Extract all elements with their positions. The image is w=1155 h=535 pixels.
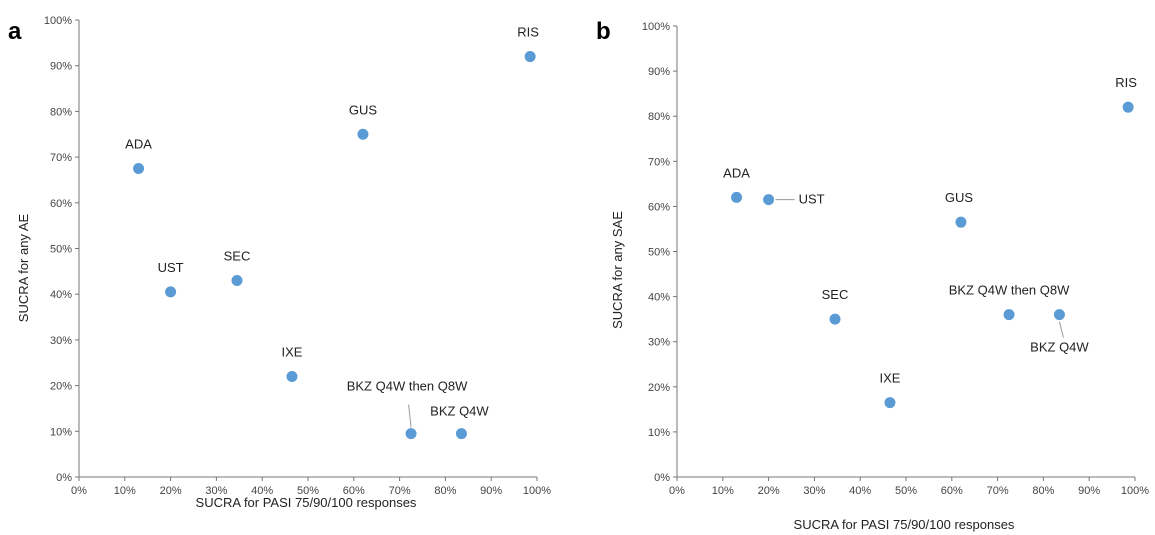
panel-a-point-ris <box>524 51 536 63</box>
panel-b-point-bkz-q4w <box>1053 309 1065 321</box>
panel-a-point-bkz-q4w-then-q8w <box>405 428 417 440</box>
panel-b-point-label: IXE <box>879 371 900 386</box>
panel-a-point-bkz-q4w <box>455 428 467 440</box>
panel-a-point-label: ADA <box>125 137 152 152</box>
panel-a-x-tick-label: 60% <box>343 485 365 497</box>
panel-b-x-tick-label: 40% <box>849 485 871 497</box>
panel-a-y-tick-label: 20% <box>50 381 72 393</box>
panel-b-y-tick-label: 60% <box>648 201 670 213</box>
panel-a-y-tick-label: 70% <box>50 152 72 164</box>
panel-a-point-ixe <box>286 370 298 382</box>
panel-b-point-label: GUS <box>945 190 974 205</box>
panel-a-x-tick-label: 100% <box>523 485 551 497</box>
panel-b-x-tick-label: 100% <box>1121 485 1149 497</box>
panel-b-point-ada <box>731 191 743 203</box>
panel-b-x-tick-label: 0% <box>669 485 685 497</box>
panel-a-x-tick-label: 80% <box>434 485 456 497</box>
panel-a-ylabel: SUCRA for any AE <box>16 213 31 322</box>
panel-b-xlabel: SUCRA for PASI 75/90/100 responses <box>794 517 1015 532</box>
panel-a-x-tick-label: 70% <box>389 485 411 497</box>
panel-b-y-tick-label: 80% <box>648 111 670 123</box>
panel-a-y-tick-label: 30% <box>50 335 72 347</box>
panel-b-plot: 0% 10% 20% 30% 40% 50% 60% 70% 80% 90% 100% 0% 10% 20… <box>642 21 1149 497</box>
panel-b-point-bkz-q4w-then-q8w <box>1003 309 1015 321</box>
panel-b-x-tick-label: 30% <box>803 485 825 497</box>
panel-a-y-tick-label: 10% <box>50 426 72 438</box>
panel-b-leader-line <box>1058 321 1064 338</box>
panel-b-point-sec <box>829 313 841 325</box>
panel-b-x-tick-label: 60% <box>941 485 963 497</box>
panel-b-x-tick-label: 20% <box>758 485 780 497</box>
panel-a-x-tick-label: 20% <box>160 485 182 497</box>
panel-a-x-tick-label: 10% <box>114 485 136 497</box>
panel-b-y-tick-label: 50% <box>648 247 670 259</box>
panel-a-point-gus <box>357 128 369 140</box>
panel-b-y-tick-label: 70% <box>648 156 670 168</box>
panel-a: a SUCRA for any AE SUCRA for PASI 75/90/… <box>8 15 551 510</box>
panel-a-y-tick-label: 80% <box>50 106 72 118</box>
panel-b-x-tick-label: 70% <box>987 485 1009 497</box>
panel-b-x-tick-label: 50% <box>895 485 917 497</box>
panel-b-point-ust <box>763 194 775 206</box>
panel-b-x-tick-label: 10% <box>712 485 734 497</box>
panel-b-y-tick-label: 10% <box>648 427 670 439</box>
panel-a-y-tick-label: 100% <box>44 15 72 27</box>
panel-b-x-tick-label: 80% <box>1032 485 1054 497</box>
panel-b-point-label: UST <box>799 192 825 207</box>
panel-b-point-label: RIS <box>1115 75 1137 90</box>
panel-b-point-label: SEC <box>822 287 849 302</box>
panel-a-point-label: IXE <box>281 344 302 359</box>
panel-a-point-ust <box>165 286 177 298</box>
panel-a-point-label: BKZ Q4W then Q8W <box>347 379 468 394</box>
panel-b-y-tick-label: 0% <box>654 472 670 484</box>
panel-b-y-tick-label: 30% <box>648 337 670 349</box>
panel-b-ylabel: SUCRA for any SAE <box>610 211 625 329</box>
panel-a-label: a <box>8 18 22 45</box>
panel-a-point-label: SEC <box>224 248 251 263</box>
panel-a-y-tick-label: 40% <box>50 289 72 301</box>
panel-a-point-label: GUS <box>349 102 378 117</box>
panel-a-y-tick-label: 60% <box>50 198 72 210</box>
panel-a-leader-line <box>408 404 412 428</box>
panel-b-x-tick-label: 90% <box>1078 485 1100 497</box>
panel-b-y-tick-label: 40% <box>648 292 670 304</box>
panel-a-x-tick-label: 40% <box>251 485 273 497</box>
panel-a-point-label: RIS <box>517 25 539 40</box>
panel-a-y-tick-label: 0% <box>56 472 72 484</box>
panel-b-point-label: BKZ Q4W <box>1030 340 1089 355</box>
panel-b-point-gus <box>955 216 967 228</box>
panel-b-point-ixe <box>884 397 896 409</box>
panel-a-point-label: BKZ Q4W <box>430 404 489 419</box>
panel-b-point-ris <box>1122 101 1134 113</box>
panel-b-point-label: BKZ Q4W then Q8W <box>949 283 1070 298</box>
panel-b: b SUCRA for any SAE SUCRA for PASI 75/90… <box>596 18 1149 532</box>
panel-a-y-tick-label: 50% <box>50 244 72 256</box>
panel-a-xlabel: SUCRA for PASI 75/90/100 responses <box>196 495 417 510</box>
panel-a-x-tick-label: 0% <box>71 485 87 497</box>
panel-a-x-tick-label: 50% <box>297 485 319 497</box>
panel-a-x-tick-label: 90% <box>480 485 502 497</box>
panel-a-y-tick-label: 90% <box>50 61 72 73</box>
panel-a-x-tick-label: 30% <box>205 485 227 497</box>
panel-b-y-tick-label: 90% <box>648 66 670 78</box>
panel-b-y-tick-label: 20% <box>648 382 670 394</box>
panel-a-point-sec <box>231 274 243 286</box>
panel-a-point-ada <box>133 163 145 175</box>
panel-b-y-tick-label: 100% <box>642 21 670 33</box>
panel-a-plot: 0% 10% 20% 30% 40% 50% 60% 70% 80% 90% 100% 0% 10% 20… <box>44 15 551 497</box>
panel-a-point-label: UST <box>158 260 184 275</box>
panel-b-point-label: ADA <box>723 165 750 180</box>
panel-b-label: b <box>596 18 611 45</box>
